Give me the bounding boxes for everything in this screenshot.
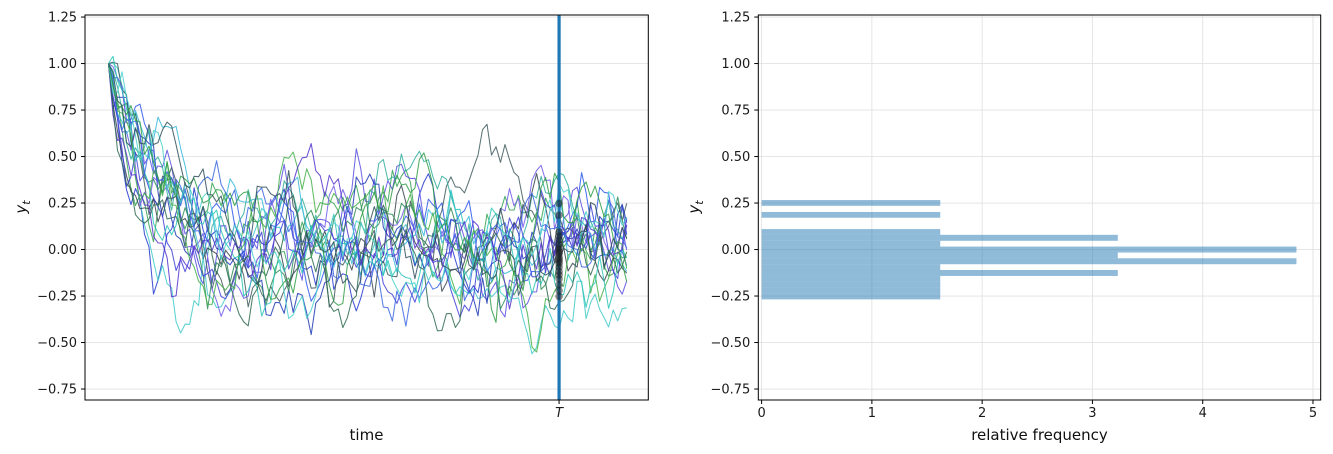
simulated-path — [108, 63, 628, 296]
scatter-point — [555, 211, 563, 219]
scatter-point — [555, 275, 563, 283]
y-tick-label: 1.00 — [48, 57, 77, 72]
histogram-bars — [761, 200, 1297, 300]
right-y-axis-label: yt — [685, 192, 711, 222]
left-y-axis-label: yt — [12, 192, 38, 222]
left-y-axis-label-base: y — [12, 204, 30, 214]
scatter-point — [555, 199, 563, 208]
simulated-paths — [107, 55, 628, 355]
y-tick-label: 1.25 — [721, 10, 750, 25]
x-tick-label: 0 — [757, 406, 765, 421]
histogram-bar — [761, 252, 1118, 259]
histogram-axes: 1.25 1.00 0.75 0.50 0.25 0.00 −0.25 −0.50 −0.75 0… — [710, 10, 1322, 421]
right-y-axis-label-sub: t — [693, 200, 706, 205]
y-tick-label: −0.25 — [37, 289, 77, 304]
simulated-path — [107, 63, 628, 318]
y-tick-label: −0.75 — [710, 382, 750, 397]
simulated-path — [108, 63, 628, 317]
histogram-bar — [761, 275, 941, 282]
histogram-bar — [761, 200, 941, 206]
simulated-path — [107, 63, 628, 318]
histogram-bar — [761, 211, 941, 218]
scatter-point — [555, 286, 563, 295]
y-tick-label: −0.50 — [710, 336, 750, 351]
x-tick-label: 4 — [1199, 406, 1207, 421]
y-tick-label: 1.00 — [721, 57, 750, 72]
x-tick-label: 3 — [1088, 406, 1096, 421]
y-tick-label: 0.25 — [721, 196, 750, 211]
histogram-bar — [761, 240, 941, 247]
x-tick-label: T — [555, 406, 564, 421]
histogram-grid — [758, 15, 1321, 400]
sample-paths-axes: 1.25 1.00 0.75 0.50 0.25 0.00 −0.25 −0.50 −0.75 T — [37, 10, 649, 421]
histogram-bar — [761, 234, 1118, 241]
simulated-path — [107, 63, 628, 310]
simulated-path — [107, 63, 628, 310]
y-tick-label: 0.50 — [721, 150, 750, 165]
simulated-path — [107, 63, 628, 323]
y-tick-label: −0.50 — [37, 336, 77, 351]
y-tick-label: 1.25 — [48, 10, 77, 25]
simulated-path — [107, 63, 628, 353]
y-tick-label: 0.75 — [721, 103, 750, 118]
y-tick-label: −0.25 — [710, 289, 750, 304]
histogram-bar — [761, 246, 1297, 253]
scatter-point — [555, 281, 563, 289]
histogram-bar — [761, 258, 1297, 265]
y-tick-label: 0.50 — [48, 150, 77, 165]
simulated-path — [108, 61, 628, 308]
axes-spines — [84, 14, 649, 401]
x-tick-label: 5 — [1309, 406, 1317, 421]
simulated-path — [107, 63, 628, 336]
y-tick-label: 0.75 — [48, 103, 77, 118]
simulated-path — [107, 63, 628, 320]
x-tick-label: 1 — [868, 406, 876, 421]
scatter-points — [555, 199, 563, 301]
histogram-bar — [761, 269, 1118, 276]
histogram-bar — [761, 229, 941, 235]
x-tick-label: 2 — [978, 406, 986, 421]
histogram-bar — [761, 281, 941, 288]
simulated-path — [107, 63, 628, 327]
histogram-bar — [761, 287, 941, 294]
y-tick-label: 0.00 — [48, 243, 77, 258]
y-tick-label: −0.75 — [37, 382, 77, 397]
scatter-point — [555, 292, 563, 301]
histogram-bar — [761, 293, 941, 300]
left-y-axis-label-sub: t — [20, 200, 33, 205]
y-tick-label: 0.00 — [721, 243, 750, 258]
simulated-path — [108, 62, 627, 355]
right-x-axis-label: relative frequency — [971, 426, 1108, 444]
y-tick-label: 0.25 — [48, 196, 77, 211]
axes-spines — [757, 14, 1322, 401]
simulated-path — [107, 63, 628, 332]
histogram-bar — [761, 264, 941, 270]
left-x-axis-label: time — [349, 426, 384, 444]
right-y-axis-label-base: y — [685, 204, 703, 214]
